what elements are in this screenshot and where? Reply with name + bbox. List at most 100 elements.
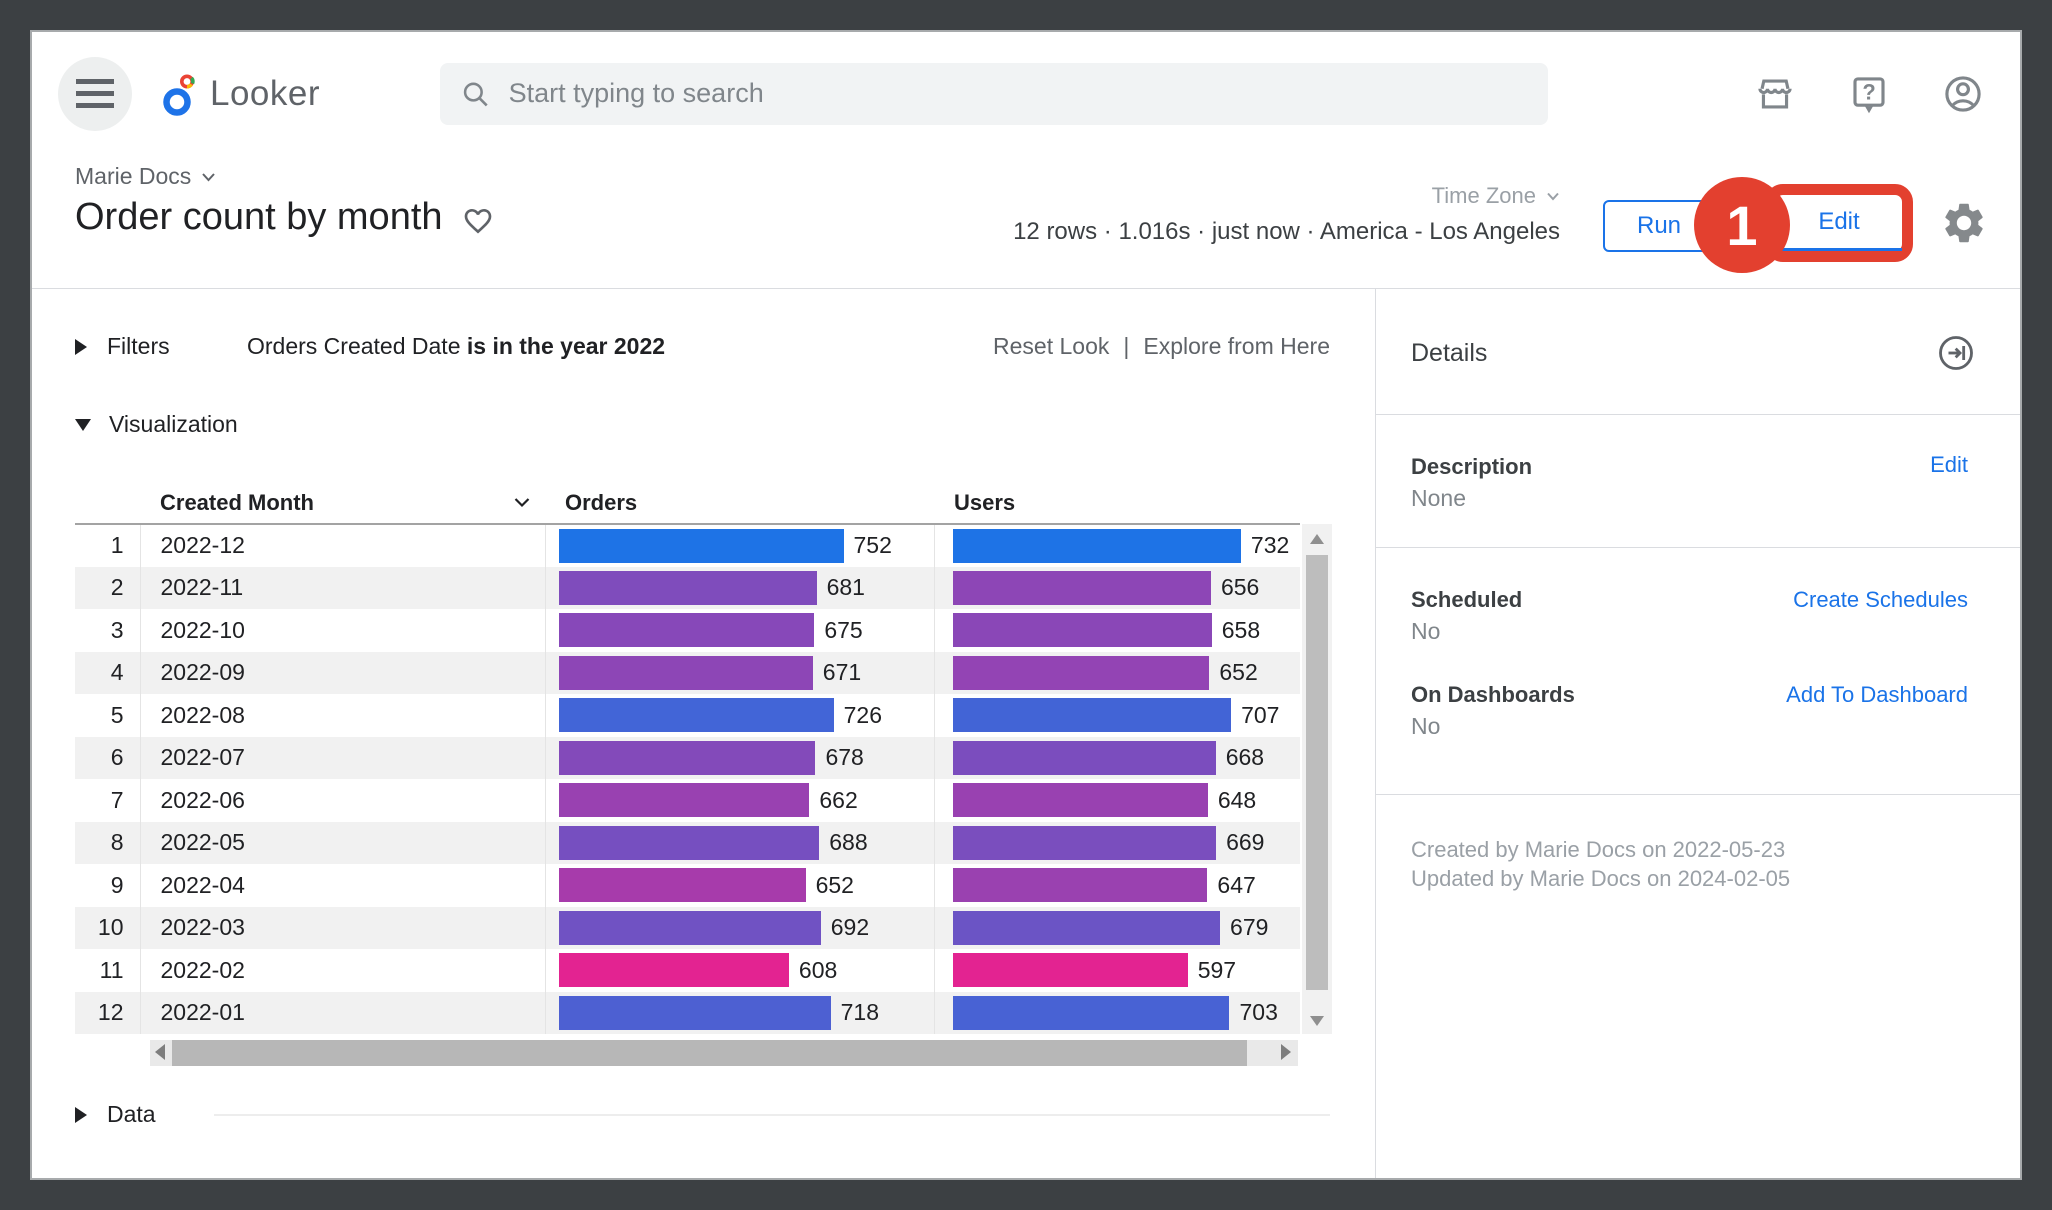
help-icon[interactable]: ? bbox=[1848, 73, 1890, 115]
cell-created-month[interactable]: 2022-10 bbox=[139, 609, 545, 652]
table-row[interactable]: 5 2022-08 726 707 bbox=[75, 694, 1300, 737]
marketplace-icon[interactable] bbox=[1754, 73, 1796, 115]
vertical-scrollbar-thumb[interactable] bbox=[1306, 555, 1328, 990]
cell-users-bar[interactable]: 652 bbox=[933, 651, 1300, 694]
table-row[interactable]: 12 2022-01 718 703 bbox=[75, 991, 1300, 1034]
cell-orders-bar[interactable]: 652 bbox=[544, 864, 934, 907]
divider bbox=[1376, 547, 2020, 548]
value-label: 681 bbox=[826, 574, 865, 601]
cell-created-month[interactable]: 2022-09 bbox=[139, 651, 545, 694]
cell-created-month[interactable]: 2022-02 bbox=[139, 949, 545, 992]
table-row[interactable]: 9 2022-04 652 647 bbox=[75, 864, 1300, 907]
table-row[interactable]: 3 2022-10 675 658 bbox=[75, 609, 1300, 652]
horizontal-scrollbar[interactable] bbox=[150, 1040, 1298, 1066]
row-index: 4 bbox=[110, 659, 124, 686]
cell-orders-bar[interactable]: 675 bbox=[544, 609, 934, 652]
table-row[interactable]: 11 2022-02 608 597 bbox=[75, 949, 1300, 992]
created-by-line: Created by Marie Docs on 2022-05-23 bbox=[1411, 837, 1786, 862]
on-dashboards-value: No bbox=[1411, 713, 1441, 739]
cell-users-bar[interactable]: 656 bbox=[933, 566, 1300, 609]
edit-description-link[interactable]: Edit bbox=[1930, 452, 1968, 477]
filters-section-toggle[interactable]: Filters bbox=[75, 333, 170, 360]
reset-look-link[interactable]: Reset Look bbox=[993, 333, 1110, 359]
cell-created-month[interactable]: 2022-05 bbox=[139, 821, 545, 864]
created-month-header[interactable]: Created Month bbox=[140, 482, 545, 525]
table-row[interactable]: 4 2022-09 671 652 bbox=[75, 651, 1300, 694]
settings-gear-icon[interactable] bbox=[1940, 199, 1988, 247]
value-bar bbox=[952, 570, 1211, 605]
vertical-scrollbar[interactable] bbox=[1302, 524, 1332, 1034]
create-schedules-link[interactable]: Create Schedules bbox=[1793, 587, 1968, 612]
cell-orders-bar[interactable]: 726 bbox=[544, 694, 934, 737]
cell-orders-bar[interactable]: 688 bbox=[544, 821, 934, 864]
chevron-down-icon bbox=[1547, 192, 1559, 200]
value-bar bbox=[558, 825, 820, 860]
cell-created-month[interactable]: 2022-12 bbox=[139, 524, 545, 567]
cell-users-bar[interactable]: 648 bbox=[933, 779, 1300, 822]
looker-logo[interactable]: Looker bbox=[156, 71, 320, 117]
cell-users-bar[interactable]: 679 bbox=[933, 906, 1300, 949]
value-label: 679 bbox=[1230, 914, 1269, 941]
favorite-icon[interactable] bbox=[461, 205, 495, 237]
breadcrumb[interactable]: Marie Docs bbox=[75, 163, 495, 190]
add-to-dashboard-link[interactable]: Add To Dashboard bbox=[1786, 682, 1968, 707]
time-zone-selector[interactable]: Time Zone bbox=[1013, 183, 1560, 209]
table-row[interactable]: 10 2022-03 692 679 bbox=[75, 906, 1300, 949]
cell-users-bar[interactable]: 732 bbox=[933, 524, 1300, 567]
open-details-icon[interactable] bbox=[1936, 333, 1976, 373]
table-row[interactable]: 6 2022-07 678 668 bbox=[75, 736, 1300, 779]
table-row[interactable]: 7 2022-06 662 648 bbox=[75, 779, 1300, 822]
cell-orders-bar[interactable]: 662 bbox=[544, 779, 934, 822]
cell-orders-bar[interactable]: 692 bbox=[544, 906, 934, 949]
value-bar bbox=[952, 995, 1230, 1030]
account-icon[interactable] bbox=[1942, 73, 1984, 115]
orders-header[interactable]: Orders bbox=[545, 482, 934, 525]
cell-orders-bar[interactable]: 752 bbox=[544, 524, 934, 567]
scroll-down-arrow-icon[interactable] bbox=[1310, 1016, 1324, 1026]
cell-created-month[interactable]: 2022-11 bbox=[139, 566, 545, 609]
cell-users-bar[interactable]: 668 bbox=[933, 736, 1300, 779]
data-section-toggle[interactable]: Data bbox=[75, 1101, 1330, 1128]
value-label: 688 bbox=[829, 829, 868, 856]
cell-orders-bar[interactable]: 608 bbox=[544, 949, 934, 992]
cell-users-bar[interactable]: 703 bbox=[933, 991, 1300, 1034]
cell-created-month[interactable]: 2022-04 bbox=[139, 864, 545, 907]
query-stats: Time Zone 12 rows · 1.016s · just now · … bbox=[1013, 183, 1560, 246]
visualization-label: Visualization bbox=[109, 411, 238, 437]
value-bar bbox=[952, 698, 1232, 733]
table-row[interactable]: 8 2022-05 688 669 bbox=[75, 821, 1300, 864]
explore-from-here-link[interactable]: Explore from Here bbox=[1143, 333, 1330, 359]
table-row[interactable]: 2 2022-11 681 656 bbox=[75, 566, 1300, 609]
looker-logo-icon bbox=[163, 74, 195, 116]
search-bar[interactable] bbox=[440, 62, 1549, 125]
cell-created-month[interactable]: 2022-03 bbox=[139, 906, 545, 949]
cell-users-bar[interactable]: 597 bbox=[933, 949, 1300, 992]
cell-created-month[interactable]: 2022-08 bbox=[139, 694, 545, 737]
cell-users-bar[interactable]: 658 bbox=[933, 609, 1300, 652]
filters-label: Filters bbox=[107, 333, 170, 359]
cell-created-month[interactable]: 2022-07 bbox=[139, 736, 545, 779]
value-label: 678 bbox=[825, 744, 864, 771]
menu-button[interactable] bbox=[58, 56, 132, 131]
cell-created-month[interactable]: 2022-06 bbox=[139, 779, 545, 822]
scroll-up-arrow-icon[interactable] bbox=[1310, 534, 1324, 544]
search-input[interactable] bbox=[508, 78, 1529, 109]
scroll-left-arrow-icon[interactable] bbox=[155, 1044, 165, 1060]
cell-users-bar[interactable]: 707 bbox=[933, 694, 1300, 737]
cell-orders-bar[interactable]: 678 bbox=[544, 736, 934, 779]
divider bbox=[1376, 794, 2020, 795]
cell-orders-bar[interactable]: 681 bbox=[544, 566, 934, 609]
chevron-down-icon bbox=[202, 172, 216, 181]
cell-users-bar[interactable]: 669 bbox=[933, 821, 1300, 864]
cell-orders-bar[interactable]: 671 bbox=[544, 651, 934, 694]
cell-orders-bar[interactable]: 718 bbox=[544, 991, 934, 1034]
edit-button[interactable]: Edit bbox=[1776, 195, 1902, 251]
scroll-right-arrow-icon[interactable] bbox=[1281, 1044, 1291, 1060]
table-row[interactable]: 1 2022-12 752 732 bbox=[75, 524, 1300, 567]
users-header[interactable]: Users bbox=[934, 482, 1300, 525]
visualization-section-toggle[interactable]: Visualization bbox=[75, 411, 238, 438]
value-label: 648 bbox=[1217, 786, 1257, 813]
horizontal-scrollbar-thumb[interactable] bbox=[172, 1040, 1247, 1066]
cell-users-bar[interactable]: 647 bbox=[933, 864, 1300, 907]
cell-created-month[interactable]: 2022-01 bbox=[139, 991, 545, 1034]
